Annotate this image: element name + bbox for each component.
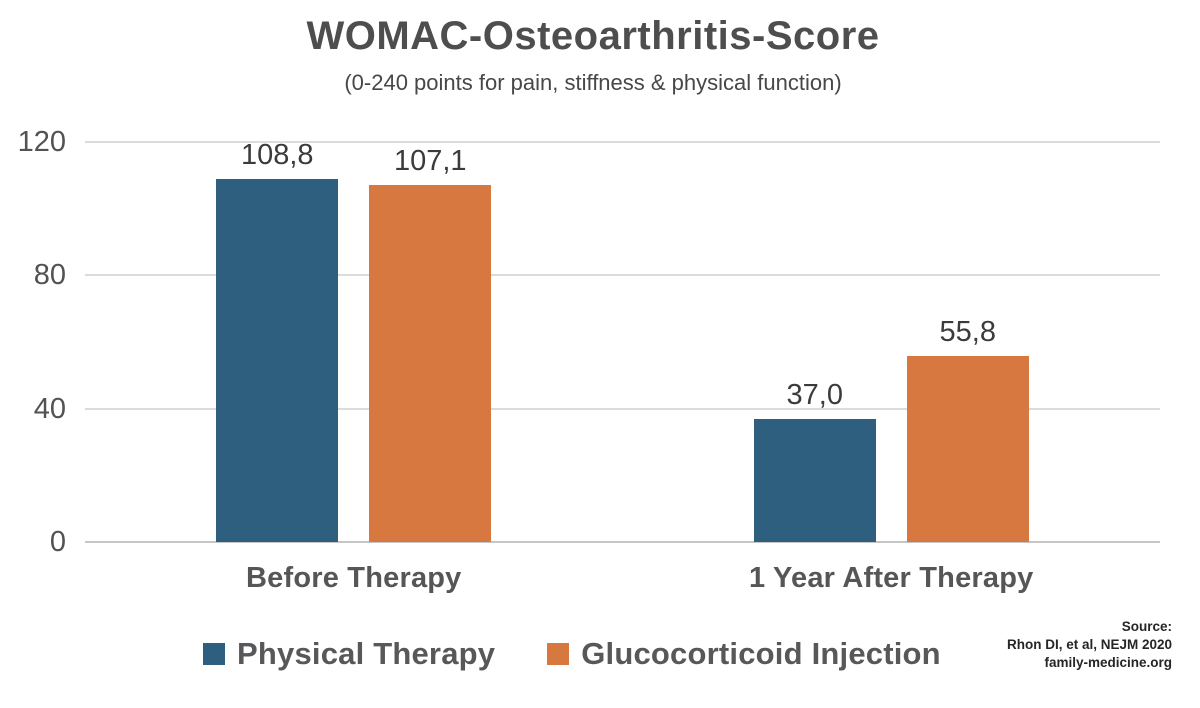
y-tick-label: 80 bbox=[33, 259, 66, 292]
bar-physical-therapy-1 bbox=[753, 418, 876, 542]
source-line: Source: bbox=[1121, 619, 1172, 634]
y-tick-label: 120 bbox=[17, 126, 66, 158]
bar-value-label: 37,0 bbox=[786, 378, 843, 411]
bar-glucocorticoid-injection-0 bbox=[369, 185, 492, 542]
plot-area: 108,8 107,1 37,0 55,8 bbox=[85, 139, 1160, 543]
bar-glucocorticoid-injection-1 bbox=[906, 356, 1029, 542]
category-label: Before Therapy bbox=[245, 562, 462, 594]
x-axis-line bbox=[85, 541, 1160, 543]
bar-value-label: 107,1 bbox=[393, 145, 467, 177]
y-tick-label: 40 bbox=[33, 392, 66, 425]
legend-swatch-icon bbox=[203, 643, 225, 665]
chart-title: WOMAC-Osteoarthritis-Score bbox=[306, 14, 880, 58]
gridline bbox=[85, 274, 1160, 277]
source-line: family-medicine.org bbox=[1044, 655, 1172, 670]
source-line: Rhon DI, et al, NEJM 2020 bbox=[1006, 637, 1172, 652]
legend-label: Glucocorticoid Injection bbox=[581, 636, 941, 671]
bar-physical-therapy-0 bbox=[216, 179, 339, 542]
bar-value-label: 55,8 bbox=[939, 316, 996, 348]
chart-subtitle: (0-240 points for pain, stiffness & phys… bbox=[344, 70, 842, 95]
bar-value-label: 108,8 bbox=[240, 139, 314, 172]
legend: Physical Therapy Glucocorticoid Injection bbox=[203, 636, 941, 672]
legend-item: Physical Therapy bbox=[203, 636, 495, 672]
gridline bbox=[85, 407, 1160, 410]
category-label: 1 Year After Therapy bbox=[749, 562, 1034, 594]
y-tick-label: 0 bbox=[49, 526, 66, 558]
legend-item: Glucocorticoid Injection bbox=[547, 636, 941, 672]
legend-swatch-icon bbox=[547, 643, 570, 665]
source-note: Source: Rhon DI, et al, NEJM 2020 family-m… bbox=[1007, 618, 1172, 672]
gridline bbox=[85, 141, 1160, 143]
legend-label: Physical Therapy bbox=[237, 636, 496, 671]
